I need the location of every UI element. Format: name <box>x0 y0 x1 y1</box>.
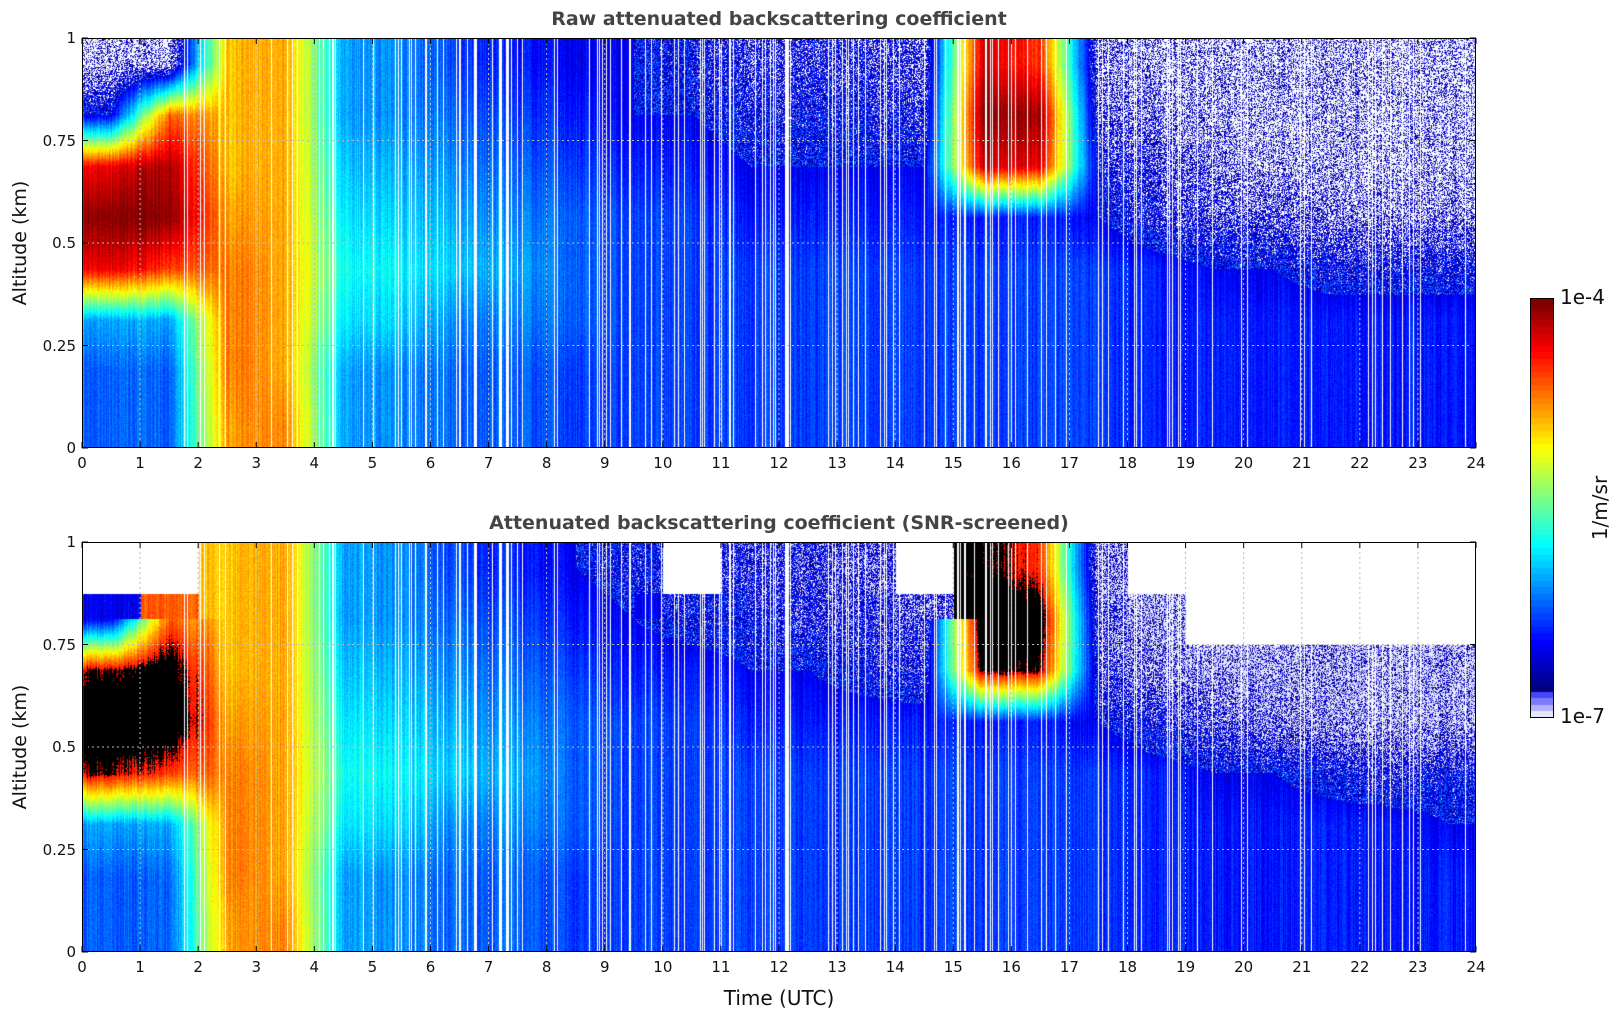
y-tick-label: 0 <box>66 943 76 961</box>
grid-and-ticks <box>81 37 1477 449</box>
x-tick-label: 12 <box>769 454 789 472</box>
raw-backscatter-heatmap <box>81 37 1477 449</box>
x-tick-label: 24 <box>1466 454 1486 472</box>
y-tick-label: 0.5 <box>52 234 76 252</box>
x-tick-label: 20 <box>1234 958 1254 976</box>
x-tick-label: 13 <box>827 454 847 472</box>
x-tick-label: 9 <box>599 958 610 976</box>
x-tick-label: 1 <box>135 958 145 976</box>
y-tick-label: 1 <box>66 533 76 551</box>
x-tick-label: 7 <box>483 454 494 472</box>
x-tick-label: 22 <box>1350 958 1370 976</box>
x-tick-label: 20 <box>1234 454 1254 472</box>
x-tick-label: 24 <box>1466 958 1486 976</box>
x-tick-label: 8 <box>541 454 552 472</box>
y-tick-label: 0 <box>66 439 76 457</box>
x-tick-label: 3 <box>251 454 262 472</box>
x-tick-label: 9 <box>599 454 610 472</box>
x-tick-label: 5 <box>367 454 378 472</box>
x-tick-label: 17 <box>1059 958 1079 976</box>
x-tick-label: 14 <box>885 454 905 472</box>
x-tick-label: 21 <box>1292 958 1312 976</box>
x-tick-label: 19 <box>1176 454 1196 472</box>
colorbar-min-label: 1e-7 <box>1560 704 1605 728</box>
snr-screened-heatmap <box>81 541 1477 953</box>
y-tick-label: 1 <box>66 29 76 47</box>
y-axis-label: Altitude (km) <box>9 684 31 810</box>
colorbar-unit-label: 1/m/sr <box>1588 475 1612 541</box>
y-tick-label: 0.25 <box>42 840 76 859</box>
x-tick-label: 14 <box>885 958 905 976</box>
x-tick-label: 11 <box>711 454 731 472</box>
x-tick-label: 5 <box>367 958 378 976</box>
x-tick-label: 11 <box>711 958 731 976</box>
x-tick-label: 3 <box>251 958 262 976</box>
x-tick-label: 23 <box>1408 454 1428 472</box>
x-tick-label: 8 <box>541 958 552 976</box>
x-tick-label: 19 <box>1176 958 1196 976</box>
x-tick-label: 2 <box>193 454 203 472</box>
colorbar <box>1530 298 1554 718</box>
y-tick-label: 0.75 <box>42 635 76 654</box>
y-tick-label: 0.25 <box>42 336 76 355</box>
x-tick-label: 2 <box>193 958 203 976</box>
plot-frame <box>82 542 1476 952</box>
bottom-chart-title: Attenuated backscattering coefficient (S… <box>489 512 1069 534</box>
x-tick-label: 16 <box>1001 454 1021 472</box>
x-tick-label: 6 <box>425 958 436 976</box>
grid-and-ticks <box>81 541 1477 953</box>
x-tick-label: 0 <box>77 454 87 472</box>
x-tick-label: 12 <box>769 958 789 976</box>
y-axis-label: Altitude (km) <box>9 180 31 306</box>
plot-frame <box>82 38 1476 448</box>
x-tick-label: 1 <box>135 454 145 472</box>
x-tick-label: 4 <box>309 958 320 976</box>
x-tick-label: 7 <box>483 958 494 976</box>
x-tick-label: 0 <box>77 958 87 976</box>
x-tick-label: 10 <box>653 454 673 472</box>
x-tick-label: 15 <box>943 958 963 976</box>
x-tick-label: 18 <box>1117 454 1138 472</box>
x-tick-label: 10 <box>653 958 673 976</box>
x-tick-label: 21 <box>1292 454 1312 472</box>
x-tick-label: 23 <box>1408 958 1428 976</box>
x-tick-label: 16 <box>1001 958 1021 976</box>
top-chart-title: Raw attenuated backscattering coefficien… <box>551 8 1007 30</box>
x-tick-label: 15 <box>943 454 963 472</box>
y-tick-label: 0.75 <box>42 131 76 150</box>
x-tick-label: 4 <box>309 454 320 472</box>
colorbar-max-label: 1e-4 <box>1560 285 1605 309</box>
y-tick-label: 0.5 <box>52 738 76 756</box>
x-tick-label: 13 <box>827 958 847 976</box>
x-tick-label: 22 <box>1350 454 1370 472</box>
x-axis-label: Time (UTC) <box>723 986 835 1010</box>
x-tick-label: 18 <box>1117 958 1138 976</box>
x-tick-label: 17 <box>1059 454 1079 472</box>
x-tick-label: 6 <box>425 454 436 472</box>
